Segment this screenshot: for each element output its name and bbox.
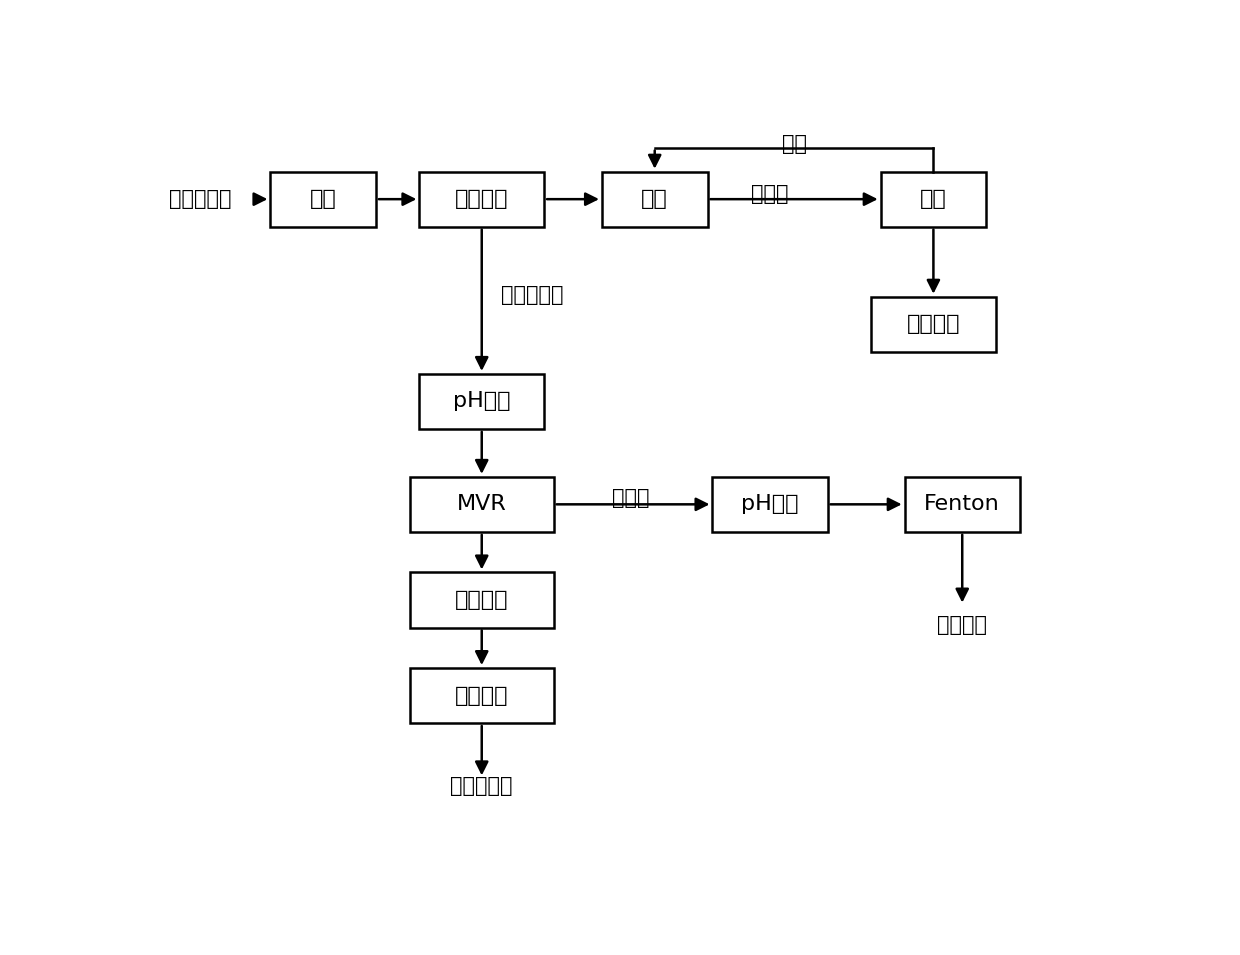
Text: 甲醇: 甲醇: [781, 134, 806, 154]
Text: pH调节: pH调节: [742, 495, 799, 515]
Text: 副产硫酸钠: 副产硫酸钠: [450, 776, 513, 796]
Text: 冷冻结晶: 冷冻结晶: [455, 590, 508, 610]
Text: 离心烘干: 离心烘干: [455, 686, 508, 706]
Bar: [270, 172, 376, 226]
Text: 沉淀: 沉淀: [310, 189, 336, 209]
Bar: [419, 373, 544, 429]
Text: 树脂吸附: 树脂吸附: [455, 189, 508, 209]
Text: 冷凝液: 冷凝液: [613, 488, 650, 508]
Bar: [905, 477, 1021, 532]
Bar: [409, 477, 554, 532]
Text: 嗪草酮废水: 嗪草酮废水: [170, 189, 232, 209]
Text: 吸附流出液: 吸附流出液: [501, 285, 563, 305]
Bar: [713, 477, 828, 532]
Text: 脱附液: 脱附液: [751, 184, 789, 204]
Bar: [601, 172, 708, 226]
Text: 园区接管: 园区接管: [937, 615, 987, 635]
Text: 残液焚烧: 残液焚烧: [906, 314, 960, 334]
Bar: [880, 172, 986, 226]
Bar: [409, 668, 554, 723]
Text: Fenton: Fenton: [924, 495, 1001, 515]
Text: pH中和: pH中和: [453, 392, 511, 412]
Bar: [419, 172, 544, 226]
Text: MVR: MVR: [456, 495, 507, 515]
Text: 精馏: 精馏: [920, 189, 947, 209]
Text: 脱附: 脱附: [641, 189, 668, 209]
Bar: [409, 572, 554, 627]
Bar: [870, 297, 996, 351]
